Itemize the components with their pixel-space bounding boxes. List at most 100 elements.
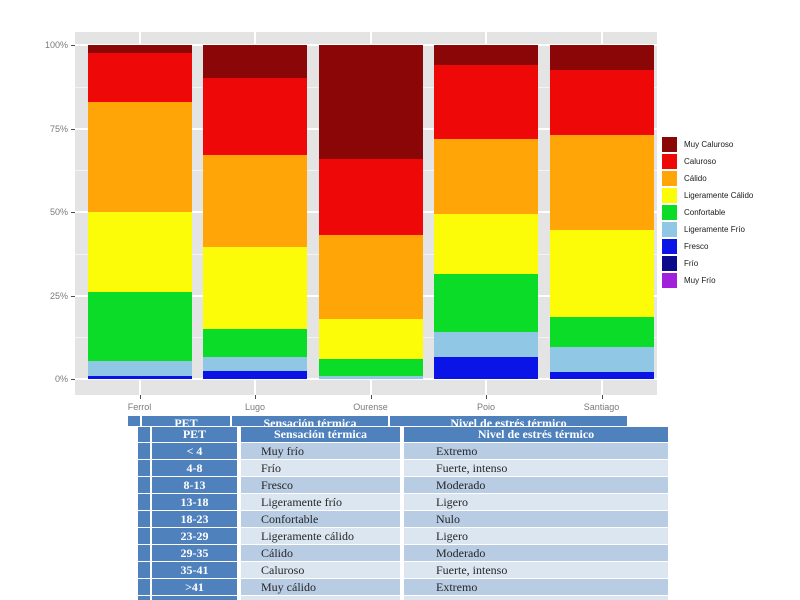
header-pet: PET [152,427,237,443]
cell-sensacion: Ligeramente cálido [241,528,400,545]
bar-segment [549,70,654,136]
bar-segment [87,212,192,293]
gridline-major [75,378,657,380]
table-row: 8-13 Fresco Moderado [138,477,668,494]
header-sensacion: Sensación térmica [241,427,400,443]
bar-segment [203,155,307,248]
legend-label: Frío [684,259,699,268]
x-tick-mark [139,395,141,399]
table-row: < 4 Muy frío Extremo [138,443,668,460]
x-tick-mark [486,395,487,399]
bar-segment [318,45,423,159]
bar-segment [549,135,654,231]
bar-segment [434,332,538,358]
header-stub-cell [138,427,152,443]
plot-panel [75,32,657,395]
bar-segment [434,138,538,214]
ghost-header-stub [128,416,140,426]
row-stub-cell [138,443,152,460]
legend: Muy Caluroso Caluroso Cálido Ligeramente Cá… [662,136,753,289]
row-stub-cell [138,545,152,562]
legend-swatch [662,171,677,186]
legend-label: Confortable [684,208,726,217]
cell-pet: 13-18 [152,494,237,511]
cell-pet: 35-41 [152,562,237,579]
x-tick-label: Lugo [244,402,266,412]
cell-pet: 23-29 [152,528,237,545]
bar-segment [434,45,538,66]
legend-swatch [662,256,677,271]
cell-nivel: Extremo [404,579,668,596]
y-tick-mark [71,45,75,46]
cell-nivel: Nulo [404,511,668,528]
cell-pet: 29-35 [152,545,237,562]
x-tick-mark [255,395,256,399]
bar-segment [87,53,192,102]
bar-segment [87,360,192,376]
bar-segment [549,230,654,318]
cell-sensacion: Frío [241,460,400,477]
row-stub-cell [138,528,152,545]
legend-label: Muy Caluroso [684,140,734,149]
table-row: 23-29 Ligeramente cálido Ligero [138,528,668,545]
y-tick-label: 50% [49,207,68,217]
bar-segment [203,328,307,358]
legend-item: Cálido [662,170,753,187]
cell-nivel: Extremo [404,443,668,460]
legend-item: Ligeramente Frío [662,221,753,238]
bar-segment [87,375,192,379]
cell-nivel: Fuerte, intenso [404,562,668,579]
legend-swatch [662,273,677,288]
legend-label: Muy Frío [684,276,716,285]
table-row-partial [138,596,668,600]
y-tick-label: 0% [54,374,68,384]
cell-pet: 4-8 [152,460,237,477]
table-row: 18-23 Confortable Nulo [138,511,668,528]
table-row: >41 Muy cálido Extremo [138,579,668,596]
table-row: 13-18 Ligeramente frío Ligero [138,494,668,511]
bar-segment [549,372,654,379]
cell-nivel: Ligero [404,528,668,545]
cell-pet: 8-13 [152,477,237,494]
cell-sensacion: Ligeramente frío [241,494,400,511]
legend-label: Ligeramente Cálido [684,191,754,200]
cell-sensacion: Cálido [241,545,400,562]
legend-label: Fresco [684,242,709,251]
legend-swatch [662,205,677,220]
cell-sensacion: Confortable [241,511,400,528]
row-stub-cell [138,460,152,477]
ghost-header-row: PET Sensación térmica Nivel de estrés té… [128,416,631,426]
bar-segment [549,347,654,373]
cell-pet: < 4 [152,443,237,460]
bar-segment [318,158,423,236]
x-tick-label: Poio [476,402,495,412]
ghost-header-pet: PET [142,416,230,426]
row-stub-cell [138,562,152,579]
legend-item: Confortable [662,204,753,221]
ghost-header-sensacion: Sensación térmica [232,416,388,426]
bar-segment [318,358,423,376]
legend-swatch [662,222,677,237]
ghost-header-nivel: Nivel de estrés térmico [390,416,627,426]
y-tick-mark [71,379,75,380]
x-tick-label: Ourense [353,402,388,412]
table-row: 29-35 Cálido Moderado [138,545,668,562]
cell-sensacion: Caluroso [241,562,400,579]
bar-segment [434,273,538,333]
bar-segment [203,45,307,79]
cell-sensacion [241,596,400,600]
cell-nivel: Moderado [404,477,668,494]
legend-swatch [662,239,677,254]
bar-segment [434,65,538,139]
x-tick-mark [370,395,372,399]
legend-label: Caluroso [684,157,717,166]
y-tick-mark [71,128,75,130]
y-tick-mark [71,295,75,297]
table-row: 35-41 Caluroso Fuerte, intenso [138,562,668,579]
y-tick-label: 75% [49,123,68,134]
legend-swatch [662,154,677,169]
bar-segment [87,45,192,54]
bar-segment [318,235,423,319]
legend-item: Muy Frío [662,272,753,289]
bar-segment [87,101,192,212]
